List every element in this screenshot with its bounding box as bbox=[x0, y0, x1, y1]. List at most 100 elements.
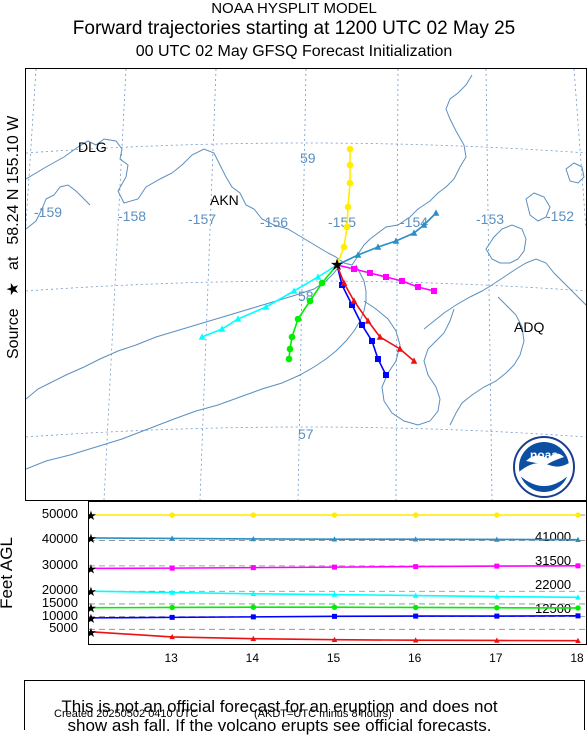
trajectory-marker bbox=[250, 604, 257, 610]
trajectory-map[interactable]: -159 -158 -157 -156 -155 -154 -153 -152 59 58 57 DL… bbox=[25, 68, 587, 501]
trajectory-marker bbox=[354, 251, 362, 258]
trajectory-marker bbox=[350, 297, 358, 304]
trajectory-marker bbox=[431, 288, 437, 294]
trajectory-marker bbox=[331, 636, 338, 642]
longitude-label: -153 bbox=[476, 211, 504, 227]
height-right-label: 31500 bbox=[535, 553, 572, 569]
height-source-star-icon: ★ bbox=[89, 532, 97, 547]
trajectory-6 bbox=[336, 264, 418, 364]
trajectory-marker bbox=[412, 604, 419, 611]
height-series-0 bbox=[91, 512, 581, 518]
coastline-kodiak bbox=[423, 258, 586, 330]
trajectory-marker bbox=[169, 535, 175, 541]
trajectory-marker bbox=[250, 512, 257, 518]
place-label: AKN bbox=[210, 192, 239, 208]
coastline-bristol-bay bbox=[26, 138, 329, 254]
trajectory-3 bbox=[198, 264, 338, 340]
longitude-label: -154 bbox=[400, 214, 428, 230]
trajectory-marker bbox=[575, 605, 581, 611]
trajectory-marker bbox=[575, 613, 581, 619]
trajectory-marker bbox=[383, 372, 389, 378]
trajectory-marker bbox=[412, 536, 419, 542]
coastline-west-inlet bbox=[26, 184, 91, 230]
created-timestamp: Created 20250502 0410 UTC bbox=[54, 708, 199, 720]
trajectory-marker bbox=[392, 237, 400, 244]
trajectory-marker bbox=[575, 637, 581, 643]
height-right-label: 22000 bbox=[535, 577, 572, 593]
parallel-line bbox=[26, 280, 586, 292]
trajectory-marker bbox=[376, 333, 384, 340]
coastline-south-shore bbox=[26, 264, 367, 470]
trajectory-marker bbox=[575, 536, 581, 542]
trajectory-marker bbox=[285, 355, 293, 363]
meridian-line bbox=[199, 69, 217, 500]
trajectory-marker bbox=[410, 357, 418, 364]
trajectory-marker bbox=[331, 536, 338, 542]
place-label: ADQ bbox=[514, 319, 544, 335]
trajectory-marker bbox=[346, 179, 354, 187]
source-star-icon: ★ bbox=[330, 255, 344, 274]
trajectory-marker bbox=[234, 315, 242, 322]
height-series-2 bbox=[90, 563, 581, 571]
trajectory-marker bbox=[332, 564, 337, 570]
trajectory-marker bbox=[294, 315, 302, 323]
latitude-label: 59 bbox=[300, 150, 316, 166]
hour-tick-label: 13 bbox=[164, 651, 178, 665]
height-series-1 bbox=[90, 535, 581, 542]
trajectory-marker bbox=[314, 273, 322, 280]
meridian-line bbox=[485, 69, 493, 500]
trajectory-4 bbox=[285, 264, 338, 363]
hour-tick-label: 17 bbox=[489, 651, 503, 665]
map-canvas: -159 -158 -157 -156 -155 -154 -153 -152595857DL… bbox=[26, 69, 586, 500]
trajectory-marker bbox=[349, 302, 355, 308]
trajectory-marker bbox=[169, 589, 175, 595]
trajectory-1 bbox=[336, 209, 440, 266]
trajectory-2 bbox=[336, 264, 437, 294]
trajectory-marker bbox=[375, 356, 381, 362]
trajectory-marker bbox=[494, 563, 500, 569]
trajectory-marker bbox=[340, 279, 348, 286]
trajectory-marker bbox=[494, 512, 500, 518]
trajectory-marker bbox=[575, 594, 581, 600]
trajectory-marker bbox=[399, 278, 405, 284]
trajectory-marker bbox=[359, 322, 365, 328]
trajectory-marker bbox=[494, 604, 500, 611]
latitude-label: 57 bbox=[298, 426, 314, 442]
trajectory-marker bbox=[369, 338, 375, 344]
trajectory-marker bbox=[412, 592, 419, 598]
height-right-label: 12500 bbox=[535, 601, 572, 617]
height-level-label: 40000 bbox=[41, 531, 78, 547]
longitude-label: -157 bbox=[188, 211, 216, 227]
height-level-label: 20000 bbox=[41, 582, 78, 598]
trajectory-marker bbox=[413, 564, 419, 570]
height-source-star-icon: ★ bbox=[89, 509, 97, 524]
trajectory-marker bbox=[364, 317, 372, 324]
trajectory-marker bbox=[250, 635, 257, 641]
height-series bbox=[90, 512, 581, 643]
longitude-label: -155 bbox=[328, 214, 356, 230]
logo-text: noaa bbox=[530, 448, 558, 462]
hour-tick-label: 14 bbox=[245, 651, 259, 665]
hour-tick-label: 16 bbox=[407, 651, 422, 665]
longitude-label: -152 bbox=[546, 208, 574, 224]
height-profile-chart[interactable]: ★ ★ ★ ★ ★ ★ ★ bbox=[88, 501, 587, 645]
meridian-line bbox=[103, 69, 127, 500]
trajectory-marker bbox=[169, 512, 175, 518]
trajectory-marker bbox=[396, 345, 404, 352]
trajectory-marker bbox=[169, 633, 175, 640]
trajectory-marker bbox=[494, 637, 500, 643]
height-source-stars: ★★★★★★★ bbox=[89, 509, 97, 641]
trajectory-marker bbox=[250, 565, 256, 571]
source-star-icon: ★ bbox=[5, 281, 22, 297]
trajectory-marker bbox=[420, 221, 428, 228]
trajectory-marker bbox=[412, 512, 419, 518]
trajectory-marker bbox=[331, 512, 338, 518]
height-level-label: 30000 bbox=[41, 556, 78, 572]
height-level-label: 10000 bbox=[41, 607, 78, 623]
coastline-shelikof bbox=[363, 300, 455, 426]
trajectory-marker bbox=[262, 303, 270, 310]
noaa-logo: noaa bbox=[513, 436, 575, 498]
parallel-line bbox=[26, 142, 586, 154]
height-source-star-icon: ★ bbox=[89, 626, 97, 641]
trajectory-marker bbox=[346, 161, 354, 169]
